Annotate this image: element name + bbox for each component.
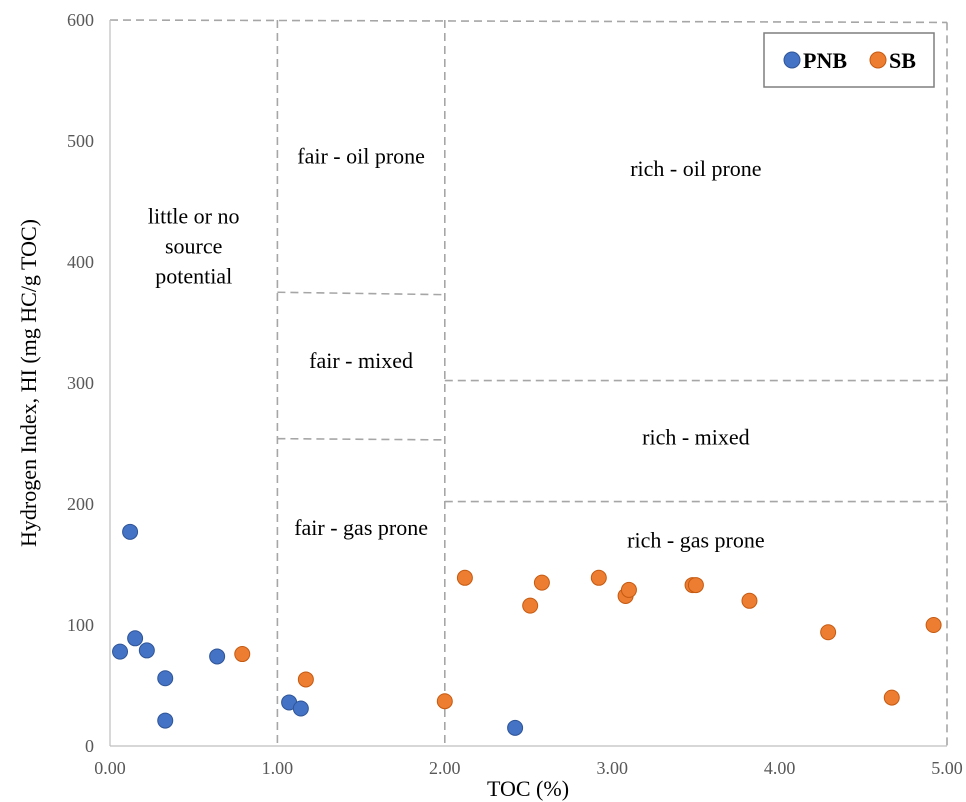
region-label: rich - oil prone [630, 156, 761, 181]
x-tick-label: 5.00 [931, 758, 963, 778]
legend-marker-sb [869, 51, 887, 69]
y-axis-title: Hydrogen Index, HI (mg HC/g TOC) [16, 219, 41, 547]
y-tick-label: 100 [67, 615, 94, 635]
region-labels: little or no source potential fair - oil pr… [148, 144, 765, 553]
y-tick-label: 0 [85, 736, 94, 756]
data-point-sb [533, 574, 550, 591]
data-point-sb [436, 693, 453, 710]
axes [109, 20, 947, 747]
region-label: fair - gas prone [294, 515, 428, 540]
region-boundary-line [109, 19, 948, 24]
region-label: little or no [148, 203, 240, 228]
x-tick-label: 0.00 [94, 758, 126, 778]
data-point-sb [883, 689, 900, 706]
data-point-pnb [138, 642, 155, 659]
region-label: source [165, 233, 222, 258]
data-point-sb [620, 581, 637, 598]
data-point-pnb [112, 643, 129, 660]
y-tick-label: 200 [67, 494, 94, 514]
data-point-pnb [157, 712, 174, 729]
data-point-sb [590, 569, 607, 586]
data-point-sb [687, 577, 704, 594]
data-point-sb [925, 617, 942, 633]
legend-label-sb: SB [889, 48, 916, 73]
region-boundary-line [277, 437, 445, 441]
region-boundaries [109, 19, 948, 746]
x-tick-label: 2.00 [429, 758, 461, 778]
data-point-pnb [292, 700, 309, 717]
data-point-sb [234, 646, 251, 663]
data-point-pnb [157, 670, 174, 687]
data-point-sb [456, 569, 473, 586]
region-label: fair - mixed [309, 348, 413, 373]
region-label: potential [155, 263, 232, 288]
region-boundary-line [277, 291, 445, 296]
x-axis-title: TOC (%) [487, 776, 569, 801]
data-point-pnb [209, 648, 226, 665]
data-point-pnb [507, 719, 524, 736]
legend-marker-pnb [783, 51, 801, 69]
legend: PNB SB [763, 32, 935, 88]
x-tick-label: 3.00 [596, 758, 628, 778]
region-label: fair - oil prone [297, 144, 425, 169]
region-label: rich - gas prone [627, 527, 764, 552]
x-tick-label: 4.00 [764, 758, 796, 778]
data-point-sb [820, 624, 837, 641]
legend-label-pnb: PNB [803, 48, 847, 73]
y-tick-label: 500 [67, 131, 94, 151]
region-label: rich - mixed [642, 424, 750, 449]
y-tick-label: 600 [67, 10, 94, 30]
y-tick-labels: 0 100 200 300 400 500 600 [67, 10, 94, 756]
data-points [112, 523, 942, 736]
data-point-sb [741, 592, 758, 609]
data-point-sb [522, 597, 539, 614]
x-tick-label: 1.00 [262, 758, 294, 778]
data-point-sb [297, 671, 314, 688]
data-point-pnb [127, 630, 144, 647]
x-tick-labels: 0.00 1.00 2.00 3.00 4.00 5.00 [94, 758, 963, 778]
data-point-pnb [122, 523, 139, 540]
y-tick-label: 300 [67, 373, 94, 393]
y-tick-label: 400 [67, 252, 94, 272]
